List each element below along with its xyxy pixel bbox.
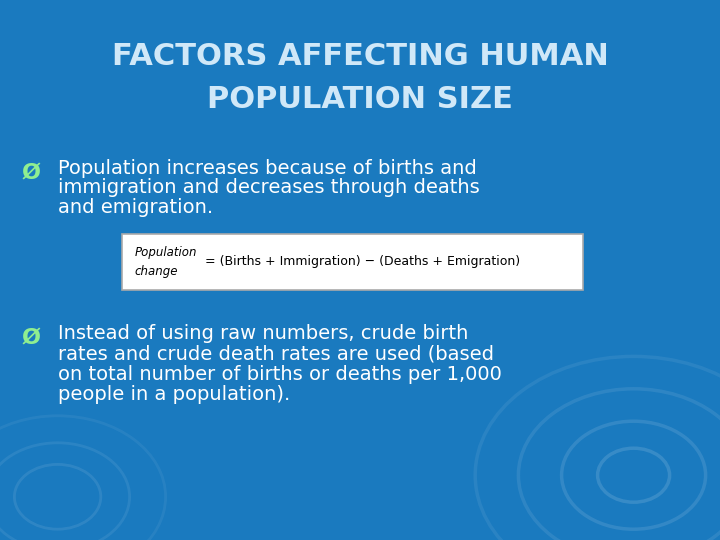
- Text: immigration and decreases through deaths: immigration and decreases through deaths: [58, 178, 480, 198]
- Text: change: change: [135, 265, 178, 278]
- Text: rates and crude death rates are used (based: rates and crude death rates are used (ba…: [58, 344, 494, 363]
- Text: and emigration.: and emigration.: [58, 198, 212, 217]
- Text: Ø: Ø: [22, 163, 40, 183]
- Text: Instead of using raw numbers, crude birth: Instead of using raw numbers, crude birt…: [58, 323, 468, 343]
- Text: Population: Population: [135, 246, 197, 259]
- Text: Population increases because of births and: Population increases because of births a…: [58, 159, 477, 178]
- Text: FACTORS AFFECTING HUMAN: FACTORS AFFECTING HUMAN: [112, 42, 608, 71]
- Text: people in a population).: people in a population).: [58, 385, 290, 404]
- Text: POPULATION SIZE: POPULATION SIZE: [207, 85, 513, 114]
- Text: on total number of births or deaths per 1,000: on total number of births or deaths per …: [58, 364, 501, 384]
- Text: = (Births + Immigration) − (Deaths + Emigration): = (Births + Immigration) − (Deaths + Emi…: [205, 255, 521, 268]
- Text: Ø: Ø: [22, 327, 40, 348]
- FancyBboxPatch shape: [122, 233, 583, 291]
